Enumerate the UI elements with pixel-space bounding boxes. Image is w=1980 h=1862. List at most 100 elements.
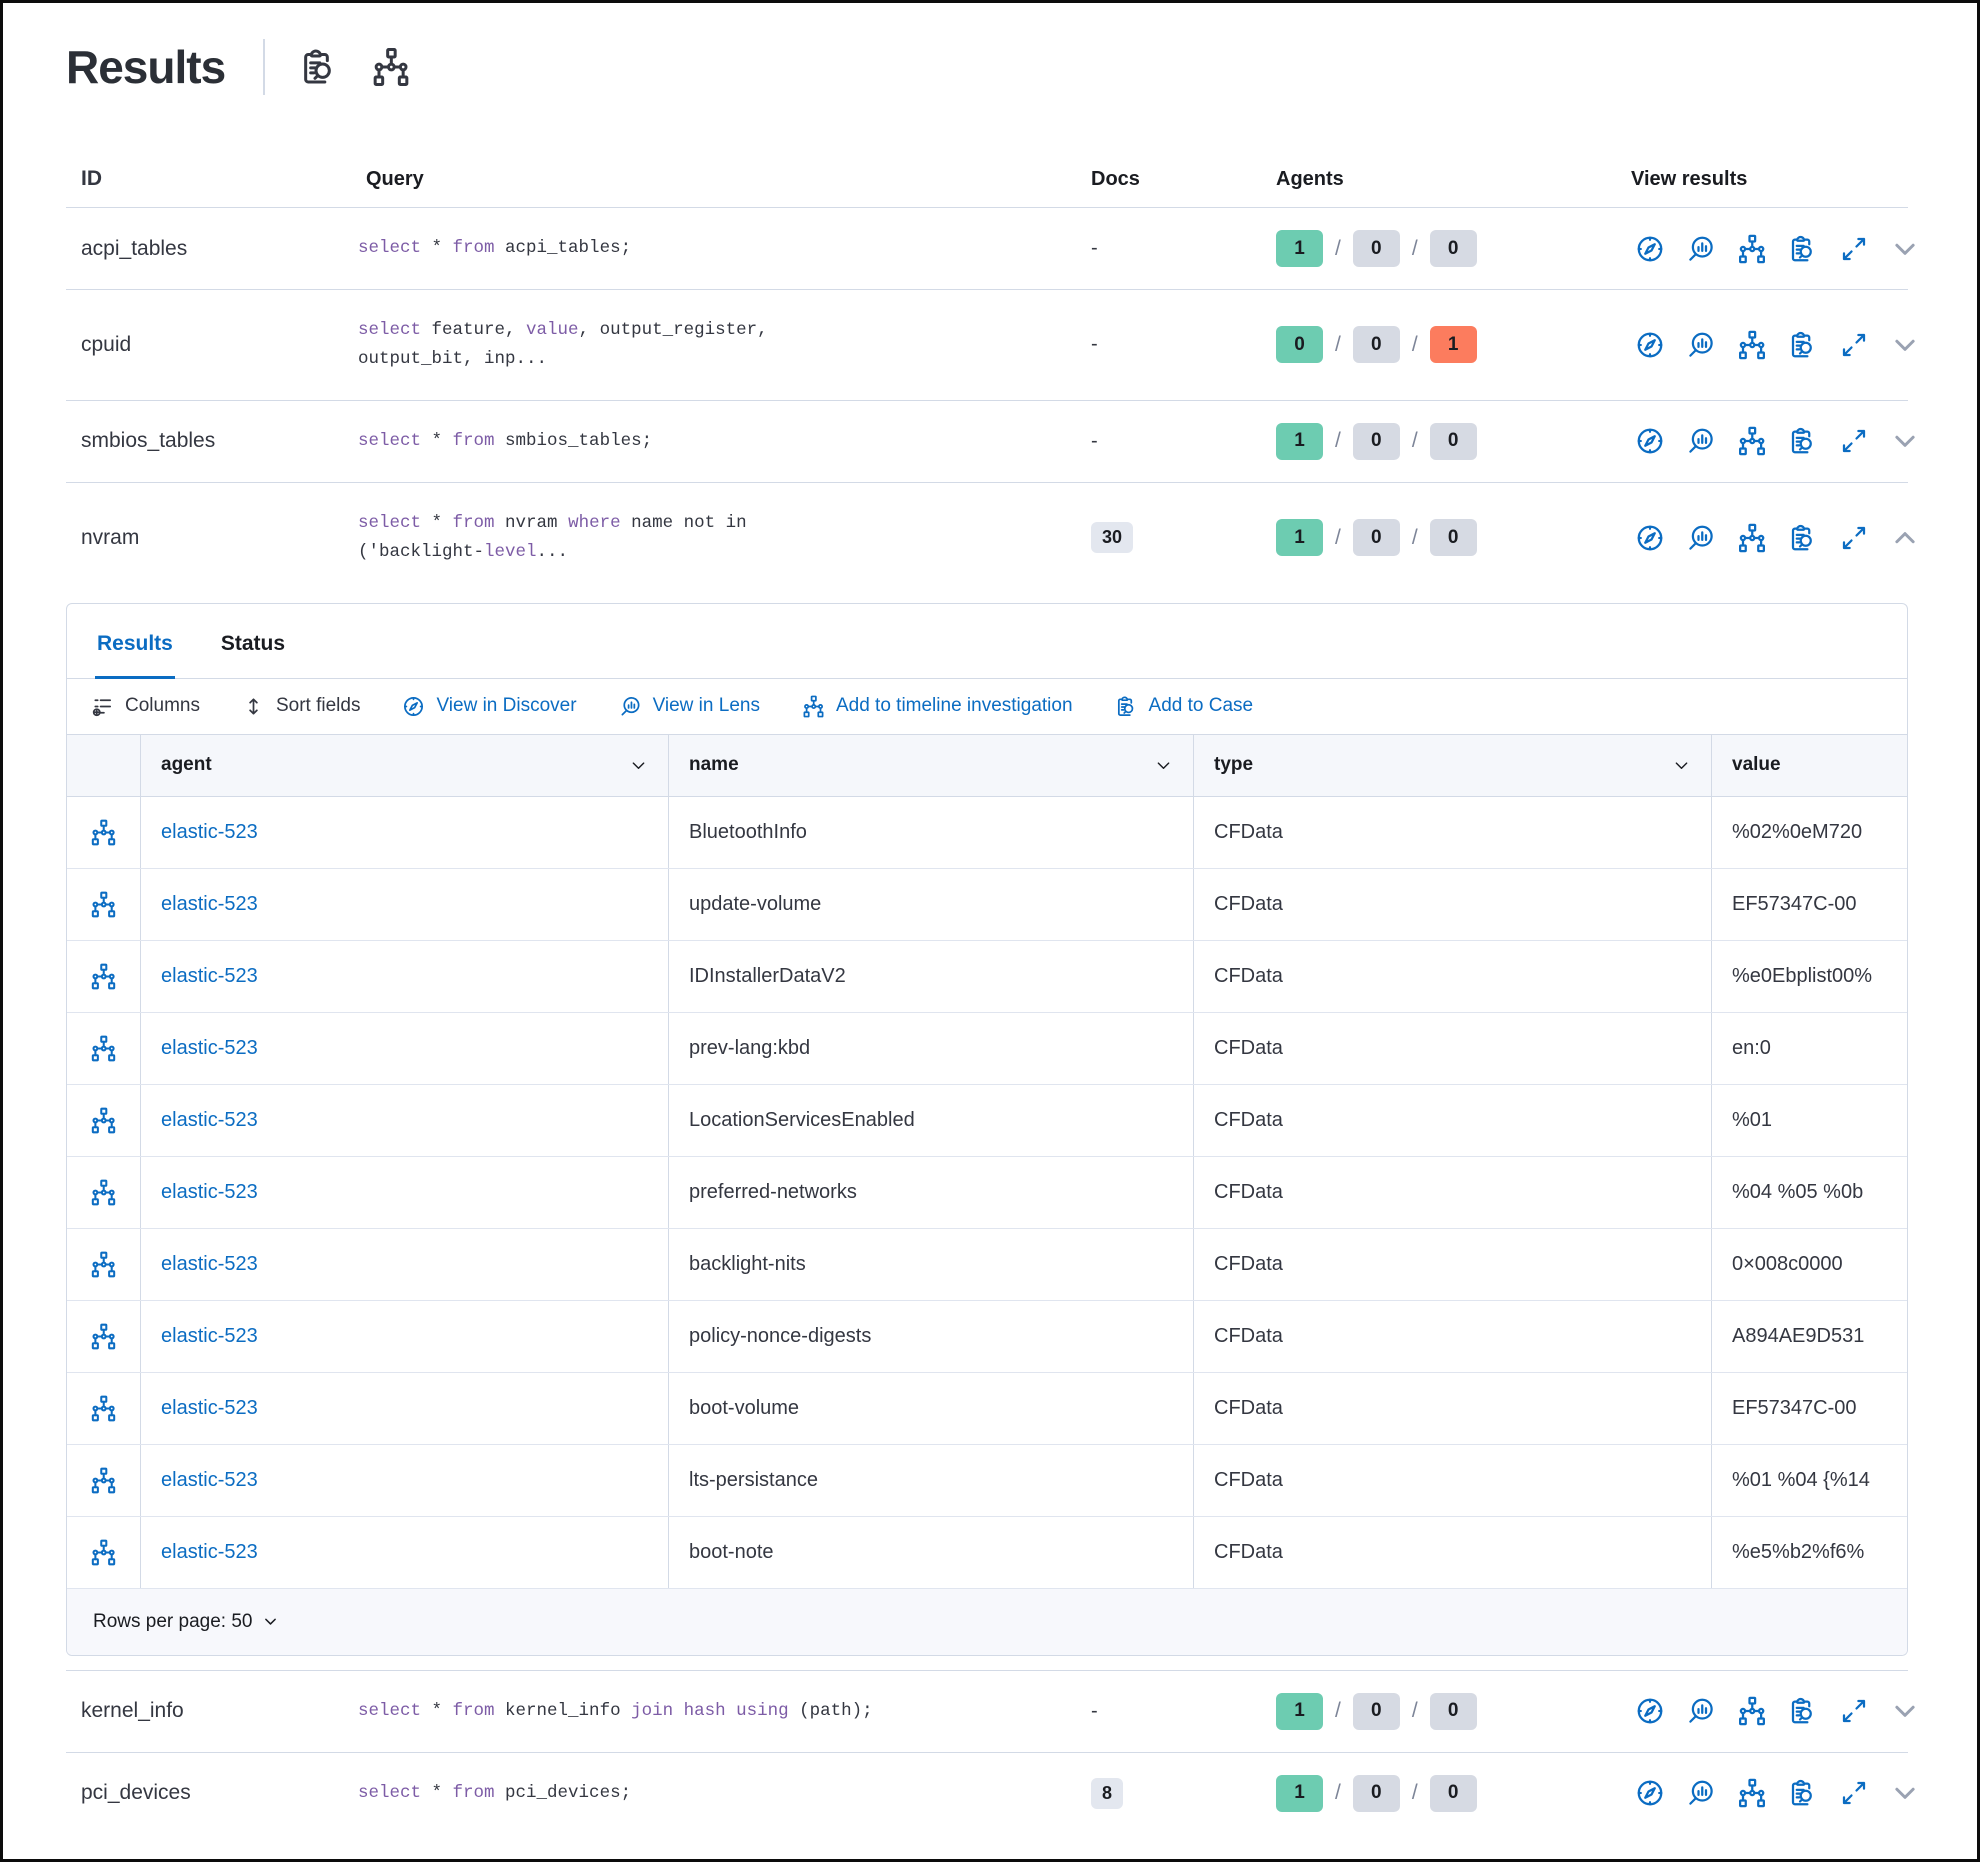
agent-link[interactable]: elastic-523 xyxy=(161,1108,258,1131)
sort-fields-button[interactable]: Sort fields xyxy=(242,695,360,718)
agents-pending-badge: 0 xyxy=(1352,519,1400,557)
chevron-down-icon[interactable] xyxy=(1890,234,1920,264)
docs-count: - xyxy=(1091,237,1098,259)
row-graph-icon[interactable] xyxy=(90,1323,117,1350)
add-to-case-icon[interactable] xyxy=(1788,426,1818,456)
chevron-down-icon[interactable] xyxy=(1890,330,1920,360)
add-to-timeline-icon[interactable] xyxy=(1737,1778,1767,1808)
row-graph-icon[interactable] xyxy=(90,1179,117,1206)
view-results-actions xyxy=(1623,1778,1920,1808)
grid-col-agent-label: agent xyxy=(161,754,212,775)
row-graph-icon[interactable] xyxy=(90,1395,117,1422)
row-graph-icon[interactable] xyxy=(90,1467,117,1494)
tab-results[interactable]: Results xyxy=(95,604,175,679)
cell-value: en:0 xyxy=(1732,1036,1771,1059)
expand-icon[interactable] xyxy=(1839,523,1869,553)
add-to-timeline-icon[interactable] xyxy=(1737,330,1767,360)
query-sql: select * from nvram where name not in ('… xyxy=(358,512,747,562)
agent-link[interactable]: elastic-523 xyxy=(161,892,258,915)
add-to-case-icon[interactable] xyxy=(1788,234,1818,264)
row-graph-icon[interactable] xyxy=(90,1035,117,1062)
add-to-timeline-icon[interactable] xyxy=(1737,426,1767,456)
add-to-timeline-icon[interactable] xyxy=(1737,234,1767,264)
agent-link[interactable]: elastic-523 xyxy=(161,1036,258,1059)
expand-icon[interactable] xyxy=(1839,330,1869,360)
docs-count: - xyxy=(1091,333,1098,356)
view-in-lens-icon[interactable] xyxy=(1686,426,1716,456)
add-to-case-icon[interactable] xyxy=(1788,523,1818,553)
view-in-discover-icon[interactable] xyxy=(1635,426,1665,456)
sort-fields-icon xyxy=(242,695,265,718)
view-in-lens-button[interactable]: View in Lens xyxy=(619,695,760,718)
results-panel: Results Status Columns Sort fields View … xyxy=(66,602,1908,1656)
agent-link[interactable]: elastic-523 xyxy=(161,1468,258,1491)
expand-icon[interactable] xyxy=(1839,426,1869,456)
agent-link[interactable]: elastic-523 xyxy=(161,820,258,843)
row-graph-icon[interactable] xyxy=(90,1539,117,1566)
chevron-down-icon[interactable] xyxy=(1672,756,1691,775)
grid-col-value[interactable]: value xyxy=(1712,735,1907,796)
tab-status[interactable]: Status xyxy=(220,631,286,655)
query-row-pci-devices: pci_devices select * from pci_devices; 8… xyxy=(66,1751,1908,1834)
grid-col-agent[interactable]: agent xyxy=(141,734,669,796)
view-in-discover-icon[interactable] xyxy=(1635,330,1665,360)
query-details-icon[interactable] xyxy=(299,47,339,87)
chevron-down-icon[interactable] xyxy=(1154,756,1173,775)
grid-leading-column-header xyxy=(67,734,141,796)
row-graph-icon[interactable] xyxy=(90,1251,117,1278)
agents-status: 1 / 0 / 0 xyxy=(1268,422,1623,460)
add-to-timeline-button[interactable]: Add to timeline investigation xyxy=(802,695,1073,718)
columns-button[interactable]: Columns xyxy=(91,695,200,718)
agent-link[interactable]: elastic-523 xyxy=(161,1324,258,1347)
row-graph-icon[interactable] xyxy=(90,963,117,990)
view-in-lens-icon[interactable] xyxy=(1686,523,1716,553)
query-sql: select feature, value, output_register, … xyxy=(358,320,768,369)
cell-type: CFData xyxy=(1194,1372,1712,1444)
rows-per-page-button[interactable]: Rows per page: 50 xyxy=(93,1611,279,1633)
view-in-discover-icon[interactable] xyxy=(1635,523,1665,553)
grid-row: elastic-523 backlight-nits CFData 0×008c… xyxy=(67,1228,1907,1301)
pack-graph-icon[interactable] xyxy=(371,47,411,87)
add-to-case-icon[interactable] xyxy=(1788,330,1818,360)
expand-icon[interactable] xyxy=(1839,1696,1869,1726)
grid-col-type[interactable]: type xyxy=(1194,734,1712,796)
add-to-case-icon[interactable] xyxy=(1788,1778,1818,1808)
cell-name: prev-lang:kbd xyxy=(669,1012,1194,1084)
agents-failed-badge: 1 xyxy=(1429,326,1477,364)
view-in-lens-icon[interactable] xyxy=(1686,234,1716,264)
chevron-down-icon[interactable] xyxy=(1890,426,1920,456)
expand-icon[interactable] xyxy=(1839,234,1869,264)
add-to-timeline-icon[interactable] xyxy=(1737,523,1767,553)
agent-link[interactable]: elastic-523 xyxy=(161,1396,258,1419)
view-in-discover-button[interactable]: View in Discover xyxy=(402,695,577,718)
docs-count-badge: 8 xyxy=(1091,1777,1124,1809)
chevron-down-icon xyxy=(262,1613,279,1630)
view-in-discover-label: View in Discover xyxy=(436,695,577,716)
agent-link[interactable]: elastic-523 xyxy=(161,1252,258,1275)
chevron-down-icon[interactable] xyxy=(1890,1696,1920,1726)
cell-name: backlight-nits xyxy=(669,1228,1194,1300)
chevron-down-icon[interactable] xyxy=(629,756,648,775)
grid-col-name[interactable]: name xyxy=(669,734,1194,796)
view-in-discover-icon[interactable] xyxy=(1635,1778,1665,1808)
agent-link[interactable]: elastic-523 xyxy=(161,1540,258,1563)
add-to-case-icon[interactable] xyxy=(1788,1696,1818,1726)
chevron-up-icon[interactable] xyxy=(1890,523,1920,553)
add-to-case-button[interactable]: Add to Case xyxy=(1115,695,1253,718)
view-in-lens-icon[interactable] xyxy=(1686,1778,1716,1808)
row-graph-icon[interactable] xyxy=(90,819,117,846)
badge-separator: / xyxy=(1335,236,1341,260)
row-graph-icon[interactable] xyxy=(90,1107,117,1134)
expand-icon[interactable] xyxy=(1839,1778,1869,1808)
view-in-discover-icon[interactable] xyxy=(1635,234,1665,264)
agent-link[interactable]: elastic-523 xyxy=(161,964,258,987)
cell-type: CFData xyxy=(1194,1156,1712,1228)
view-in-lens-icon[interactable] xyxy=(1686,1696,1716,1726)
view-in-discover-icon[interactable] xyxy=(1635,1696,1665,1726)
add-to-timeline-icon[interactable] xyxy=(1737,1696,1767,1726)
agent-link[interactable]: elastic-523 xyxy=(161,1180,258,1203)
view-in-lens-icon[interactable] xyxy=(1686,330,1716,360)
row-graph-icon[interactable] xyxy=(90,891,117,918)
chevron-down-icon[interactable] xyxy=(1890,1778,1920,1808)
add-to-timeline-label: Add to timeline investigation xyxy=(835,695,1073,716)
